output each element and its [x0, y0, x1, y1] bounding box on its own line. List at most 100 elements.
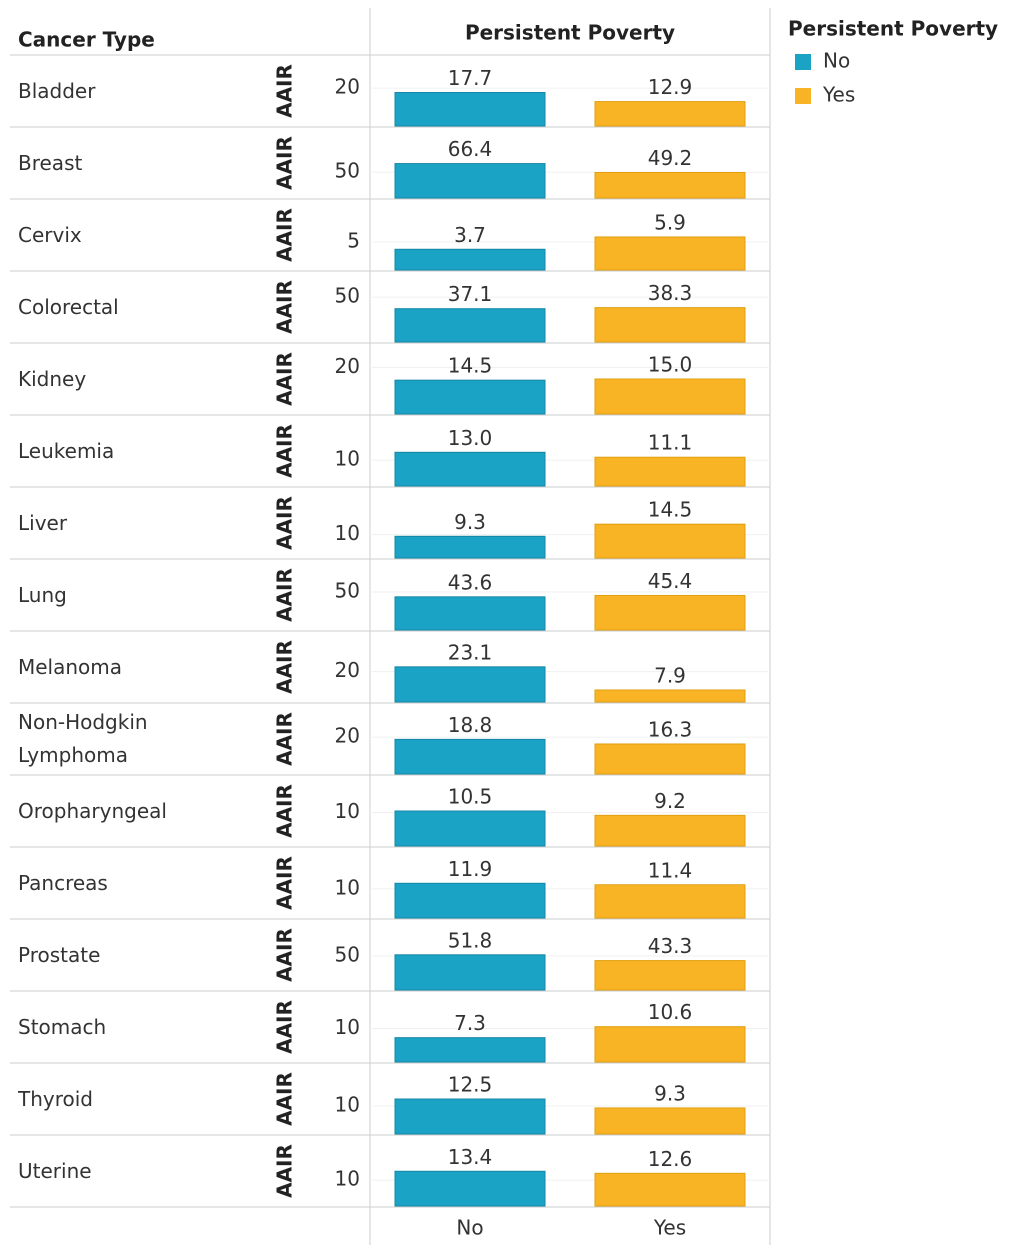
value-label: 9.3	[654, 1081, 686, 1105]
axis-label: AAIR	[273, 424, 297, 478]
bar	[594, 171, 746, 199]
value-label: 15.0	[648, 353, 693, 377]
bar	[394, 666, 546, 703]
row-label: Bladder	[18, 78, 96, 103]
row-label: Cervix	[18, 222, 82, 247]
row-label: Oropharyngeal	[18, 798, 167, 823]
bar	[594, 456, 746, 487]
y-tick-label: 10	[335, 447, 360, 471]
row-label: Liver	[18, 510, 68, 535]
value-label: 13.0	[448, 426, 493, 450]
legend-title: Persistent Poverty	[788, 17, 998, 41]
axis-label: AAIR	[273, 496, 297, 550]
row-label: Breast	[18, 150, 83, 175]
bar	[594, 743, 746, 775]
bar	[594, 101, 746, 127]
y-tick-label: 20	[335, 75, 360, 99]
bar	[394, 308, 546, 343]
row-label-box: Kidney	[18, 367, 86, 391]
axis-label: AAIR	[273, 208, 297, 262]
row-label: Lung	[18, 582, 67, 607]
axis-label: AAIR	[273, 136, 297, 190]
bar	[394, 92, 546, 127]
value-label: 66.4	[448, 137, 493, 161]
bar	[594, 1172, 746, 1207]
value-label: 3.7	[454, 223, 486, 247]
y-tick-label: 10	[335, 875, 360, 899]
row-label: Stomach	[18, 1014, 107, 1039]
row-label-box: Colorectal	[18, 294, 119, 319]
y-tick-label: 10	[335, 1015, 360, 1039]
bar	[594, 594, 746, 631]
row-label-box: Thyroid	[18, 1086, 93, 1111]
value-label: 51.8	[448, 928, 493, 952]
bar	[594, 307, 746, 343]
y-tick-label: 50	[335, 578, 360, 602]
y-tick-label: 5	[347, 229, 360, 253]
bar	[594, 814, 746, 847]
value-label: 11.1	[648, 431, 693, 455]
value-label: 9.3	[454, 510, 486, 534]
row-label: Melanoma	[18, 654, 123, 679]
value-label: 17.7	[448, 66, 493, 90]
axis-label: AAIR	[273, 640, 297, 694]
value-label: 7.3	[454, 1011, 486, 1035]
value-label: 37.1	[448, 282, 493, 306]
value-label: 14.5	[648, 498, 693, 522]
row-label-box: Pancreas	[18, 870, 108, 895]
y-tick-label: 10	[335, 799, 360, 823]
value-label: 12.6	[648, 1147, 693, 1171]
bar	[594, 236, 746, 271]
value-label: 49.2	[648, 146, 693, 170]
axis-label: AAIR	[273, 1000, 297, 1054]
value-label: 43.3	[648, 934, 693, 958]
row-label-box: Lung	[18, 582, 67, 607]
value-label: 10.5	[448, 785, 493, 809]
bar	[394, 596, 546, 631]
row-label: Colorectal	[18, 294, 119, 319]
axis-label: AAIR	[273, 352, 297, 406]
value-label: 9.2	[654, 789, 686, 813]
bar	[394, 451, 546, 487]
axis-label: AAIR	[273, 928, 297, 982]
bar	[594, 884, 746, 919]
column-header: Persistent Poverty	[465, 21, 675, 45]
bar	[394, 810, 546, 847]
bar	[594, 1107, 746, 1135]
value-label: 11.9	[448, 857, 493, 881]
value-label: 43.6	[448, 570, 493, 594]
axis-label: AAIR	[273, 712, 297, 766]
value-label: 12.5	[448, 1073, 493, 1097]
row-label: Prostate	[18, 942, 101, 967]
bar	[394, 163, 546, 199]
axis-label: AAIR	[273, 1144, 297, 1198]
bar	[394, 1037, 546, 1063]
axis-label: AAIR	[273, 856, 297, 910]
legend-swatch	[795, 88, 811, 104]
value-label: 45.4	[648, 569, 693, 593]
row-label-box: Prostate	[18, 942, 101, 967]
bar	[594, 1026, 746, 1063]
x-tick-label: No	[456, 1216, 483, 1240]
row-label: Pancreas	[18, 870, 108, 895]
value-label: 23.1	[448, 640, 493, 664]
axis-label: AAIR	[273, 568, 297, 622]
legend-swatch	[795, 54, 811, 70]
y-tick-label: 10	[335, 521, 360, 545]
x-tick-label: Yes	[653, 1216, 686, 1240]
axis-label: AAIR	[273, 280, 297, 334]
bar	[394, 1098, 546, 1135]
bar	[394, 535, 546, 559]
value-label: 5.9	[654, 210, 686, 234]
bar	[394, 1170, 546, 1207]
bar	[394, 379, 546, 415]
value-label: 10.6	[648, 1000, 693, 1024]
row-label: Thyroid	[18, 1086, 93, 1111]
row-label-box: Breast	[18, 150, 83, 175]
row-label-box: Uterine	[18, 1159, 92, 1183]
bar	[394, 882, 546, 919]
value-label: 38.3	[648, 281, 693, 305]
bar	[394, 738, 546, 775]
y-tick-label: 20	[335, 354, 360, 378]
